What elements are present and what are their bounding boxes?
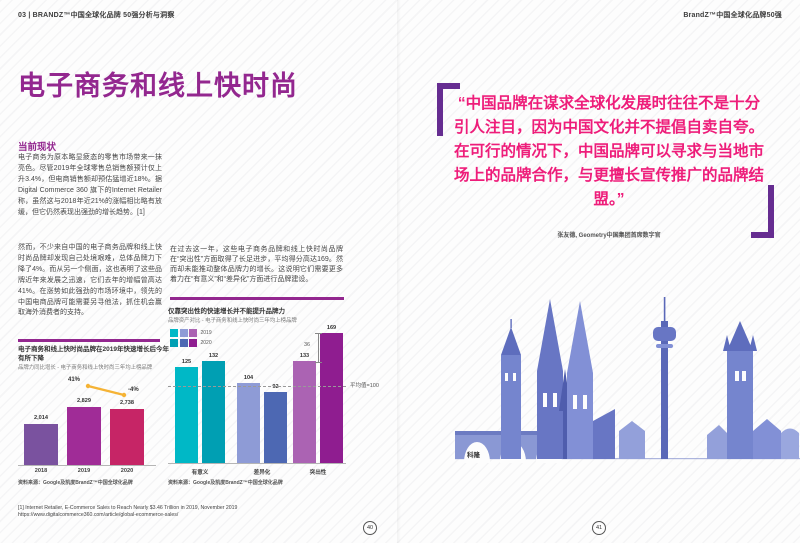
legend-swatch [179, 329, 188, 337]
chart2-bar [293, 361, 316, 463]
chart2-divider-rule [170, 297, 344, 300]
chart1-bar [67, 407, 101, 465]
chart2-bar [175, 367, 198, 463]
city-label: 科隆 [467, 452, 480, 459]
legend-swatch [179, 338, 188, 347]
chart1-category-label: 2018 [34, 468, 48, 474]
legend-series-label: 2019 [200, 330, 212, 336]
footnote-line-2: https://www.digitalcommerce360.com/artic… [18, 512, 179, 518]
chart1-annotation-41pct: 41% [68, 377, 81, 383]
chart2-difference-bracket-line [318, 334, 319, 362]
chart1-divider-rule [18, 339, 160, 342]
running-header-right: BrandZ™中国全球化品牌50强 [683, 12, 782, 19]
chart2-legend-row: 2019 [170, 329, 212, 337]
pull-quote-attribution: 张友德, Geometry中国集团首席数字官 [557, 233, 661, 239]
running-header-left: 03 | BRANDZ™中国全球化品牌 50强分析与洞察 [18, 12, 175, 19]
chart2-category-label: 差异化 [253, 470, 271, 476]
body-paragraph-1: 电子商务为原本略显疲态的零售市场带来一抹亮色。尽管2019年全球零售总销售额预计… [18, 154, 162, 216]
chart2-category-label: 有意义 [191, 470, 209, 476]
chart1-bar [110, 409, 144, 465]
chart2-plot: 125 132 104 92 133 169 36 [168, 325, 346, 464]
chart2-bar-value: 125 [181, 359, 192, 365]
chart2-category-axis: 有意义 差异化 突出性 [168, 468, 346, 476]
chart1-bar [24, 424, 58, 465]
chart1-bar-value: 2,014 [34, 415, 48, 421]
chart1-title: 电子商务和线上快时尚品牌在2019年快速增长后今年有所下降 [18, 346, 169, 362]
page-gutter-shadow [397, 0, 403, 543]
chart2-average-label: 平均值=100 [350, 383, 379, 389]
chart2-source: 资料来源：Google及凯度BrandZ™中国全球化品牌 [168, 480, 283, 486]
chart2-title: 仅靠突出性的快速增长并不能提升品牌力 [168, 308, 285, 315]
chart2-bar [202, 361, 225, 463]
footnote: [1] Internet Retailer, E-Commerce Sales … [18, 505, 237, 519]
chart2-legend: 2019 2020 [170, 329, 212, 348]
chart1-source: 资料来源：Google及凯度BrandZ™中国全球化品牌 [18, 480, 133, 486]
chart1-annotation-minus4pct: -4% [128, 387, 139, 393]
page-number-right: 41 [592, 521, 606, 535]
legend-swatch [170, 338, 178, 347]
footnote-line-1: [1] Internet Retailer, E-Commerce Sales … [18, 505, 238, 511]
chart1-category-axis: 2018 2019 2020 [18, 468, 156, 476]
page-title: 电子商务和线上快时尚 [18, 71, 298, 101]
chart1-bar-value: 2,738 [120, 400, 134, 406]
chart2-legend-row: 2020 [170, 338, 212, 347]
chart1-category-label: 2019 [77, 468, 91, 474]
body-paragraph-3: 在过去这一年，这些电子商务品牌和线上快时尚品牌在“突出性”方面取得了长足进步，平… [170, 246, 343, 283]
legend-swatch [189, 338, 197, 347]
chart2-bar-value: 169 [326, 325, 337, 331]
chart2-bar [320, 333, 343, 463]
quote-close-bracket-arm [751, 232, 774, 238]
legend-swatch [170, 329, 178, 337]
chart2-bar-value: 104 [243, 375, 254, 381]
chart1-bar-value: 2,829 [77, 398, 91, 404]
chart2-bar [264, 392, 287, 463]
chart1-plot: 2,014 2,829 2,738 41% -4% [18, 377, 156, 466]
legend-series-label: 2020 [200, 339, 212, 346]
chart2-subtitle: 品牌资产对比 - 电子商务和线上快时尚三年均上榜品牌 [168, 318, 297, 324]
quote-open-bracket [437, 83, 443, 136]
chart2-difference-value: 36 [304, 342, 311, 348]
body-paragraph-2: 然而，不少来自中国的电子商务品牌和线上快时尚品牌却发现自己处境艰难，总体品牌力下… [18, 244, 162, 317]
chart1-category-label: 2020 [120, 468, 134, 474]
legend-swatch [189, 329, 197, 337]
cologne-skyline-illustration [455, 297, 800, 463]
pull-quote-text: “中国品牌在谋求全球化发展时往往不是十分引人注目，因为中国文化并不提倡自卖自夸。… [453, 95, 764, 208]
quote-open-bracket-arm [437, 83, 460, 89]
page-number-left: 40 [363, 521, 377, 535]
section-heading: 当前现状 [18, 142, 57, 153]
chart1-subtitle: 品牌力同比增长 - 电子商务和线上快时尚三年均上榜品牌 [18, 365, 153, 371]
chart2-bar-value: 132 [208, 353, 219, 359]
quote-close-bracket [768, 185, 774, 238]
chart1-annotation-line [85, 383, 127, 398]
chart2-bar [237, 383, 260, 463]
chart2-bar-value: 133 [299, 353, 310, 359]
chart2-average-line [168, 386, 346, 387]
chart2-category-label: 突出性 [309, 470, 327, 476]
chart2-difference-bracket [315, 333, 322, 363]
chart2-bar-value: 92 [272, 384, 279, 390]
